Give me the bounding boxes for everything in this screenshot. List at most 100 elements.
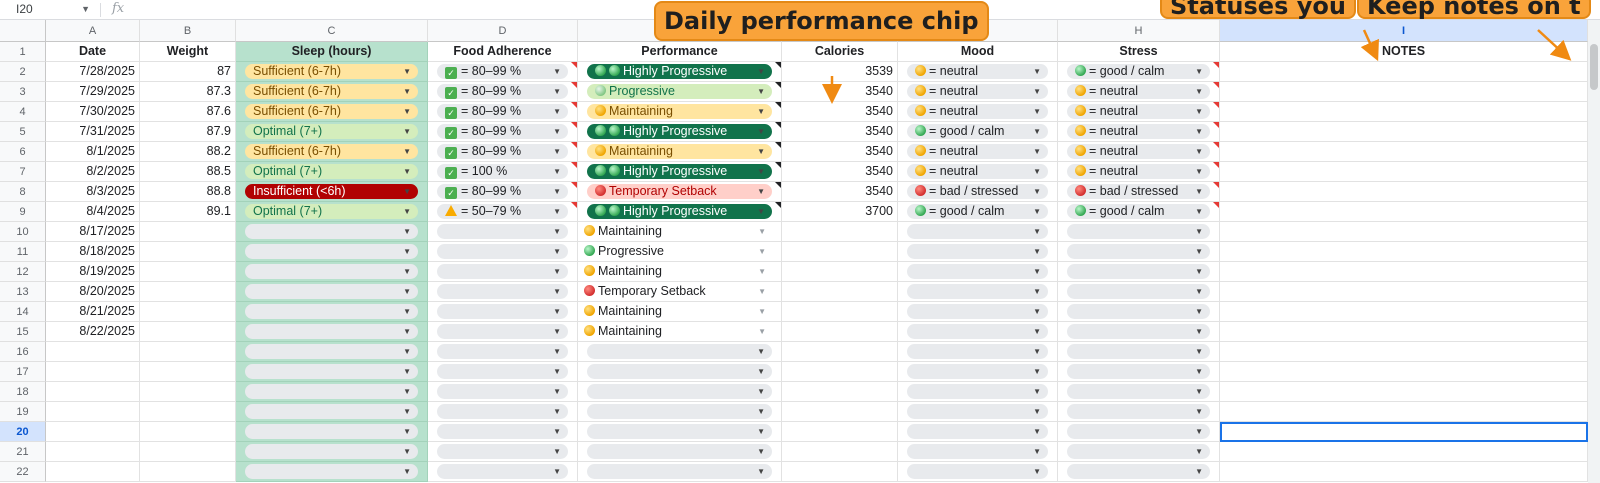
performance-cell[interactable]: ▼ bbox=[578, 402, 782, 422]
row-header-6[interactable]: 6 bbox=[0, 142, 46, 162]
performance-dropdown-chip[interactable]: Highly Progressive ▼ bbox=[587, 124, 772, 139]
dropdown-arrow-icon[interactable]: ▼ bbox=[1195, 447, 1203, 456]
row-header-22[interactable]: 22 bbox=[0, 462, 46, 482]
mood-cell[interactable]: = neutral ▼ bbox=[898, 162, 1058, 182]
stress-cell[interactable]: = bad / stressed ▼ bbox=[1058, 182, 1220, 202]
weight-cell[interactable]: 88.8 bbox=[140, 182, 236, 202]
stress-dropdown-chip[interactable]: = good / calm ▼ bbox=[1067, 204, 1210, 219]
header-cell-notes[interactable]: NOTES bbox=[1220, 42, 1588, 62]
dropdown-arrow-icon[interactable]: ▼ bbox=[758, 307, 766, 316]
weight-cell[interactable] bbox=[140, 262, 236, 282]
stress-cell[interactable]: ▼ bbox=[1058, 322, 1220, 342]
performance-cell[interactable]: ▼ bbox=[578, 362, 782, 382]
notes-cell[interactable] bbox=[1220, 402, 1588, 422]
row-header-18[interactable]: 18 bbox=[0, 382, 46, 402]
dropdown-arrow-icon[interactable]: ▼ bbox=[757, 67, 765, 76]
sleep-dropdown-chip[interactable]: Insufficient (<6h) ▼ bbox=[245, 184, 418, 199]
weight-cell[interactable]: 87.3 bbox=[140, 82, 236, 102]
dropdown-arrow-icon[interactable]: ▼ bbox=[1195, 267, 1203, 276]
header-cell-sleep[interactable]: Sleep (hours) bbox=[236, 42, 428, 62]
food-adherence-dropdown-chip[interactable]: ▼ bbox=[437, 324, 568, 339]
dropdown-arrow-icon[interactable]: ▼ bbox=[1033, 367, 1041, 376]
column-header-a[interactable]: A bbox=[46, 20, 140, 42]
date-cell[interactable] bbox=[46, 462, 140, 482]
performance-cell[interactable]: Maintaining ▼ bbox=[578, 222, 782, 242]
dropdown-arrow-icon[interactable]: ▼ bbox=[553, 147, 561, 156]
date-cell[interactable]: 8/17/2025 bbox=[46, 222, 140, 242]
row-header-2[interactable]: 2 bbox=[0, 62, 46, 82]
performance-dropdown-chip[interactable]: ▼ bbox=[587, 384, 772, 399]
mood-dropdown-chip[interactable]: ▼ bbox=[907, 404, 1048, 419]
mood-dropdown-chip[interactable]: = neutral ▼ bbox=[907, 64, 1048, 79]
stress-dropdown-chip[interactable]: ▼ bbox=[1067, 284, 1210, 299]
stress-dropdown-chip[interactable]: = neutral ▼ bbox=[1067, 124, 1210, 139]
food-adherence-cell[interactable]: ✓ = 80–99 % ▼ bbox=[428, 182, 578, 202]
date-cell[interactable]: 7/31/2025 bbox=[46, 122, 140, 142]
performance-dropdown-chip[interactable]: ▼ bbox=[587, 404, 772, 419]
notes-cell[interactable] bbox=[1220, 442, 1588, 462]
performance-cell[interactable]: Highly Progressive ▼ bbox=[578, 62, 782, 82]
row-header-5[interactable]: 5 bbox=[0, 122, 46, 142]
dropdown-arrow-icon[interactable]: ▼ bbox=[1195, 287, 1203, 296]
performance-cell[interactable]: Maintaining ▼ bbox=[578, 102, 782, 122]
sleep-cell[interactable]: ▼ bbox=[236, 242, 428, 262]
dropdown-arrow-icon[interactable]: ▼ bbox=[1195, 87, 1203, 96]
row-header-1[interactable]: 1 bbox=[0, 42, 46, 62]
calories-cell[interactable]: 3539 bbox=[782, 62, 898, 82]
weight-cell[interactable] bbox=[140, 282, 236, 302]
calories-cell[interactable] bbox=[782, 342, 898, 362]
sleep-cell[interactable]: Optimal (7+) ▼ bbox=[236, 162, 428, 182]
stress-dropdown-chip[interactable]: ▼ bbox=[1067, 264, 1210, 279]
dropdown-arrow-icon[interactable]: ▼ bbox=[1195, 387, 1203, 396]
performance-dropdown-chip[interactable]: ▼ bbox=[587, 444, 772, 459]
performance-dropdown-chip[interactable]: Maintaining ▼ bbox=[582, 304, 773, 319]
date-cell[interactable]: 7/28/2025 bbox=[46, 62, 140, 82]
performance-dropdown-chip[interactable]: Maintaining ▼ bbox=[587, 144, 772, 159]
food-adherence-dropdown-chip[interactable]: ✓ = 80–99 % ▼ bbox=[437, 124, 568, 139]
header-cell-calories[interactable]: Calories bbox=[782, 42, 898, 62]
dropdown-arrow-icon[interactable]: ▼ bbox=[1033, 327, 1041, 336]
stress-dropdown-chip[interactable]: ▼ bbox=[1067, 384, 1210, 399]
mood-cell[interactable]: = neutral ▼ bbox=[898, 82, 1058, 102]
dropdown-arrow-icon[interactable]: ▼ bbox=[403, 67, 411, 76]
dropdown-arrow-icon[interactable]: ▼ bbox=[403, 347, 411, 356]
mood-cell[interactable]: = neutral ▼ bbox=[898, 142, 1058, 162]
food-adherence-cell[interactable]: ✓ = 80–99 % ▼ bbox=[428, 122, 578, 142]
row-header-16[interactable]: 16 bbox=[0, 342, 46, 362]
date-cell[interactable] bbox=[46, 442, 140, 462]
sleep-dropdown-chip[interactable]: ▼ bbox=[245, 464, 418, 479]
stress-cell[interactable]: = good / calm ▼ bbox=[1058, 62, 1220, 82]
dropdown-arrow-icon[interactable]: ▼ bbox=[553, 207, 561, 216]
dropdown-arrow-icon[interactable]: ▼ bbox=[757, 347, 765, 356]
weight-cell[interactable]: 89.1 bbox=[140, 202, 236, 222]
dropdown-arrow-icon[interactable]: ▼ bbox=[1033, 287, 1041, 296]
dropdown-arrow-icon[interactable]: ▼ bbox=[553, 247, 561, 256]
sleep-dropdown-chip[interactable]: Optimal (7+) ▼ bbox=[245, 124, 418, 139]
sleep-cell[interactable]: ▼ bbox=[236, 282, 428, 302]
performance-dropdown-chip[interactable]: ▼ bbox=[587, 464, 772, 479]
sleep-dropdown-chip[interactable]: ▼ bbox=[245, 444, 418, 459]
dropdown-arrow-icon[interactable]: ▼ bbox=[757, 167, 765, 176]
dropdown-arrow-icon[interactable]: ▼ bbox=[1195, 327, 1203, 336]
stress-cell[interactable]: ▼ bbox=[1058, 222, 1220, 242]
stress-dropdown-chip[interactable]: ▼ bbox=[1067, 424, 1210, 439]
performance-dropdown-chip[interactable]: Progressive ▼ bbox=[582, 244, 773, 259]
performance-dropdown-chip[interactable]: ▼ bbox=[587, 364, 772, 379]
food-adherence-cell[interactable]: ▼ bbox=[428, 262, 578, 282]
food-adherence-cell[interactable]: ▼ bbox=[428, 402, 578, 422]
dropdown-arrow-icon[interactable]: ▼ bbox=[758, 267, 766, 276]
date-cell[interactable] bbox=[46, 382, 140, 402]
performance-cell[interactable]: Temporary Setback ▼ bbox=[578, 282, 782, 302]
dropdown-arrow-icon[interactable]: ▼ bbox=[553, 227, 561, 236]
dropdown-arrow-icon[interactable]: ▼ bbox=[553, 187, 561, 196]
dropdown-arrow-icon[interactable]: ▼ bbox=[1033, 307, 1041, 316]
dropdown-arrow-icon[interactable]: ▼ bbox=[1195, 187, 1203, 196]
dropdown-arrow-icon[interactable]: ▼ bbox=[1195, 67, 1203, 76]
date-cell[interactable]: 7/29/2025 bbox=[46, 82, 140, 102]
weight-cell[interactable] bbox=[140, 322, 236, 342]
mood-cell[interactable]: ▼ bbox=[898, 422, 1058, 442]
dropdown-arrow-icon[interactable]: ▼ bbox=[1195, 127, 1203, 136]
sleep-dropdown-chip[interactable]: Sufficient (6-7h) ▼ bbox=[245, 64, 418, 79]
weight-cell[interactable] bbox=[140, 442, 236, 462]
performance-dropdown-chip[interactable]: Maintaining ▼ bbox=[582, 224, 773, 239]
